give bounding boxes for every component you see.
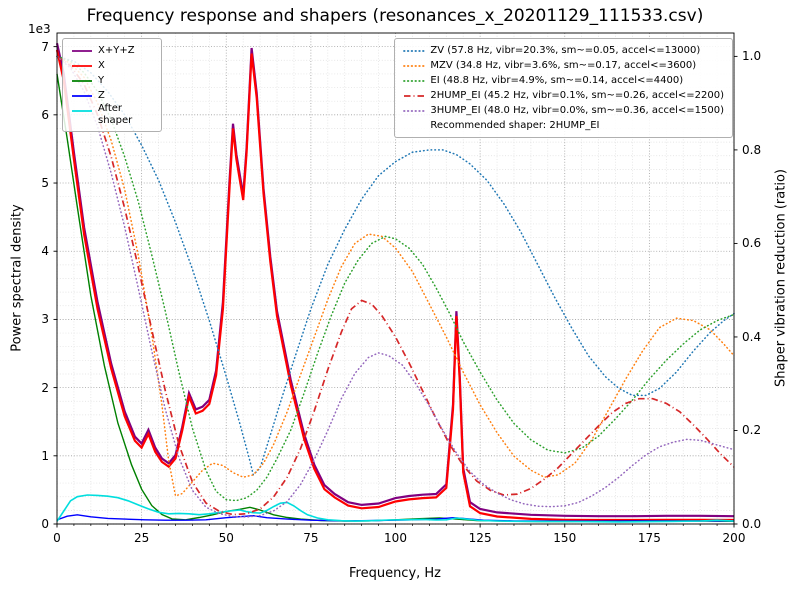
- shaper-legend: ZV (57.8 Hz, vibr=20.3%, sm~=0.05, accel…: [394, 38, 733, 138]
- series-mzv: [56, 55, 735, 497]
- legend-item: EI (48.8 Hz, vibr=4.9%, sm~=0.14, accel<…: [403, 73, 724, 88]
- x-tick-label: 125: [468, 531, 492, 545]
- legend-item: Z: [71, 88, 153, 103]
- y-left-tick-label: 4: [41, 244, 49, 259]
- legend-swatch: [72, 49, 92, 52]
- legend-swatch: [403, 49, 426, 52]
- x-tick-label: 0: [53, 531, 61, 545]
- y-left-tick-label: 3: [41, 312, 49, 327]
- series-ei: [56, 55, 735, 502]
- series-x: [55, 49, 735, 522]
- legend-label: 2HUMP_EI (45.2 Hz, vibr=0.1%, sm~=0.26, …: [430, 90, 724, 101]
- series-after-shaper: [56, 494, 735, 523]
- legend-item: After shaper: [71, 103, 153, 127]
- x-tick-label: 200: [722, 531, 746, 545]
- chart-title: Frequency response and shapers (resonanc…: [86, 6, 704, 26]
- y-right-tick-label: 0.4: [742, 329, 762, 344]
- y-right-tick-label: 0.6: [742, 236, 762, 251]
- legend-label: Z: [98, 90, 105, 101]
- series-zv: [56, 55, 735, 477]
- x-tick-label: 150: [553, 531, 577, 545]
- y-right-tick-label: 0.8: [742, 142, 762, 157]
- legend-item: 2HUMP_EI (45.2 Hz, vibr=0.1%, sm~=0.26, …: [403, 88, 724, 103]
- y-right-axis-label: Shaper vibration reduction (ratio): [773, 169, 789, 387]
- legend-label: X: [98, 60, 105, 71]
- legend-label: Y: [98, 75, 105, 86]
- legend-item: ZV (57.8 Hz, vibr=20.3%, sm~=0.05, accel…: [403, 43, 724, 58]
- y-left-tick-label: 7: [41, 39, 49, 54]
- y-left-tick-label: 0: [41, 517, 49, 531]
- legend-label: X+Y+Z: [98, 45, 135, 56]
- y-right-tick-label: 0.2: [742, 423, 762, 438]
- y-right-tick-label: 0.0: [742, 517, 762, 531]
- legend-label: ZV (57.8 Hz, vibr=20.3%, sm~=0.05, accel…: [430, 45, 701, 56]
- series-3hump-ei: [56, 55, 735, 518]
- legend-swatch: [403, 79, 426, 82]
- psd-legend: X+Y+Z X Y Z After shaper: [62, 38, 162, 132]
- legend-swatch: [404, 94, 425, 97]
- legend-swatch: [403, 109, 426, 112]
- legend-swatch: [72, 94, 92, 97]
- y-left-tick-label: 1: [41, 448, 49, 463]
- series-2hump-ei: [56, 55, 735, 516]
- x-tick-label: 25: [133, 531, 150, 545]
- legend-swatch: [403, 64, 426, 67]
- y-right-tick-label: 1.0: [742, 49, 762, 64]
- y-left-tick-label: 6: [41, 107, 49, 122]
- x-tick-label: 175: [637, 531, 661, 545]
- legend-label: EI (48.8 Hz, vibr=4.9%, sm~=0.14, accel<…: [430, 75, 684, 86]
- legend-swatch: [72, 64, 92, 67]
- x-tick-label: 50: [218, 531, 234, 545]
- legend-label: 3HUMP_EI (48.0 Hz, vibr=0.0%, sm~=0.36, …: [430, 105, 724, 116]
- legend-label: After shaper: [98, 103, 133, 126]
- legend-item: X: [71, 58, 153, 73]
- legend-item: MZV (34.8 Hz, vibr=3.6%, sm~=0.17, accel…: [403, 58, 724, 73]
- y-axis-offset-label: 1e3: [28, 22, 51, 36]
- legend-item: 3HUMP_EI (48.0 Hz, vibr=0.0%, sm~=0.36, …: [403, 103, 724, 118]
- y-left-tick-label: 2: [41, 380, 49, 395]
- legend-item: X+Y+Z: [71, 43, 153, 58]
- y-left-axis-label: Power spectral density: [9, 204, 25, 352]
- y-left-tick-label: 5: [41, 176, 49, 191]
- legend-label: MZV (34.8 Hz, vibr=3.6%, sm~=0.17, accel…: [430, 60, 697, 71]
- legend-swatch: [72, 79, 92, 82]
- x-axis-label: Frequency, Hz: [348, 566, 442, 581]
- legend-item: Y: [71, 73, 153, 88]
- legend-swatch: [72, 110, 92, 112]
- x-tick-label: 75: [303, 531, 319, 545]
- x-tick-label: 100: [384, 531, 407, 545]
- legend-note: Recommended shaper: 2HUMP_EI: [430, 120, 600, 131]
